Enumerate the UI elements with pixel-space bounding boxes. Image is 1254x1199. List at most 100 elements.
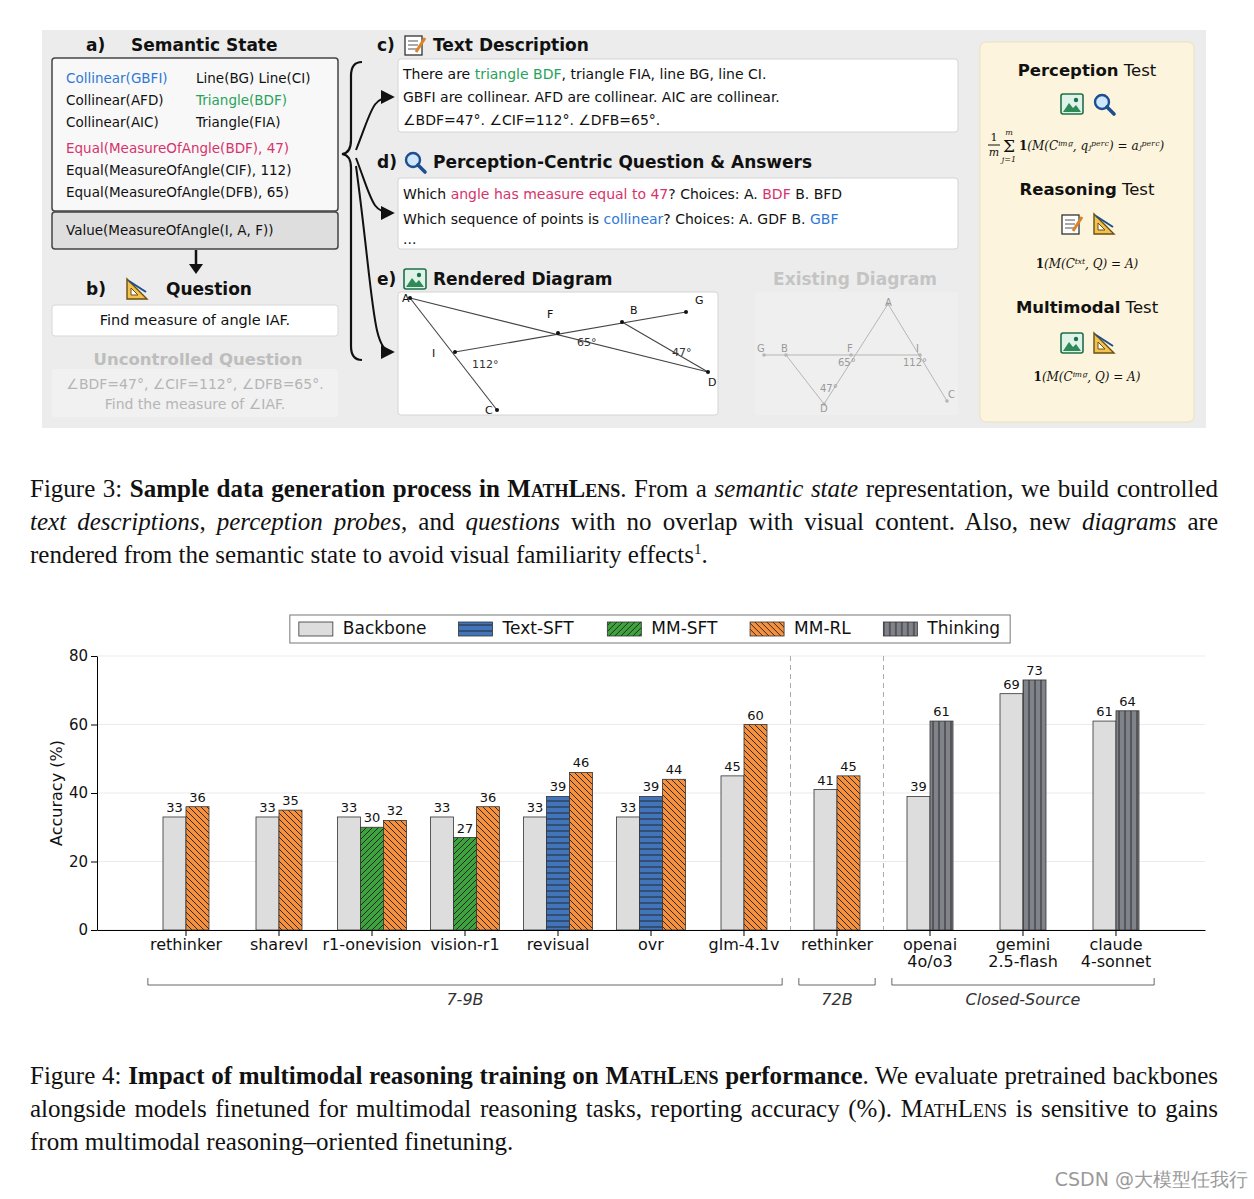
caption-run: semantic state bbox=[714, 475, 858, 502]
segment bbox=[786, 355, 824, 404]
probe-line: ... bbox=[403, 231, 416, 247]
semantic-fact: Triangle(FIA) bbox=[195, 114, 281, 130]
existing-geometry bbox=[762, 302, 949, 406]
page-canvas: a)Semantic StateCollinear(GBFI)Line(BG) … bbox=[0, 0, 1254, 1199]
y-axis: 020406080 bbox=[69, 647, 98, 939]
line bbox=[1107, 107, 1114, 114]
caption-run: 1 bbox=[694, 541, 702, 557]
tick-label: 60 bbox=[69, 716, 88, 734]
path bbox=[131, 288, 138, 295]
segment bbox=[622, 322, 708, 372]
text-run: GBFI are collinear. AFD are collinear. A… bbox=[403, 89, 780, 105]
text-run: Which bbox=[403, 186, 451, 202]
caption-run: Figure 3: bbox=[30, 475, 130, 502]
text-run: Which sequence of points is bbox=[403, 211, 604, 227]
tick-mark bbox=[91, 862, 97, 863]
angle-label: 112° bbox=[903, 357, 927, 368]
icon-note bbox=[1062, 215, 1082, 234]
group-label: 72B bbox=[821, 990, 852, 1009]
rect bbox=[1061, 94, 1083, 114]
line bbox=[408, 45, 418, 46]
tspan: Perception bbox=[1018, 61, 1119, 80]
panel-letter: d) bbox=[377, 152, 397, 172]
chart: 7-9B72BClosed-Source33363335333032332736… bbox=[47, 615, 1206, 1009]
tspan: Multimodal bbox=[1016, 298, 1121, 317]
caption: Figure 4: Impact of multimodal reasoning… bbox=[30, 1059, 1218, 1158]
bar bbox=[570, 772, 593, 930]
segment bbox=[410, 298, 708, 372]
panel-title: Semantic State bbox=[131, 35, 278, 55]
data-label: 33 bbox=[620, 800, 637, 815]
bar bbox=[338, 817, 361, 930]
legend-label: Text-SFT bbox=[502, 618, 575, 638]
data-label: 36 bbox=[189, 790, 206, 805]
tick-label: 40 bbox=[69, 784, 88, 802]
legend-swatch bbox=[299, 622, 333, 636]
bars bbox=[163, 680, 1139, 930]
caption-run: perception probes bbox=[217, 508, 401, 535]
rendered-diagram-box bbox=[398, 292, 718, 415]
line bbox=[1073, 217, 1082, 231]
circle bbox=[1074, 98, 1078, 102]
line bbox=[408, 41, 418, 42]
path bbox=[1098, 342, 1105, 349]
x-axis: rethinkersharevlr1-onevisionvision-r1rev… bbox=[98, 930, 1206, 971]
data-label: 33 bbox=[341, 800, 358, 815]
text-run: ? Choices: A. bbox=[668, 186, 762, 202]
tick: rethinker bbox=[150, 930, 223, 954]
data-label: 35 bbox=[282, 793, 299, 808]
line bbox=[1065, 224, 1075, 225]
tick: r1-onevision bbox=[322, 930, 421, 954]
caption-run: Figure 4: bbox=[30, 1062, 128, 1089]
formula: 1(M(Cⁱᵐᵍ, qⱼᵖᵉʳᶜ) = aⱼᵖᵉʳᶜ) bbox=[1019, 139, 1165, 153]
value-box bbox=[52, 212, 338, 249]
faded-text: Find the measure of ∠IAF. bbox=[105, 396, 286, 412]
tick-label: rethinker bbox=[150, 935, 223, 954]
data-label: 39 bbox=[643, 779, 660, 794]
bar bbox=[663, 779, 686, 930]
semantic-state-box bbox=[52, 58, 338, 211]
point-label: C bbox=[485, 404, 493, 417]
tick: gemini2.5-flash bbox=[988, 930, 1058, 971]
bar bbox=[477, 807, 500, 930]
semantic-fact: Equal(MeasureOfAngle(CIF), 112) bbox=[66, 162, 291, 178]
tick: ovr bbox=[638, 930, 664, 954]
tick-label: vision-r1 bbox=[430, 935, 499, 954]
caption-run: MathLens bbox=[507, 475, 620, 502]
point bbox=[556, 331, 560, 335]
tick: openai4o/o3 bbox=[903, 930, 957, 971]
perception-box bbox=[398, 178, 958, 249]
formula-part: Σ bbox=[1003, 136, 1015, 156]
legend-swatch bbox=[459, 622, 493, 636]
semantic-fact: Triangle(BDF) bbox=[195, 92, 287, 108]
formula-body: (M(Cⁱᵐᵍ, qⱼᵖᵉʳᶜ) = aⱼᵖᵉʳᶜ) bbox=[1027, 139, 1164, 153]
tick-mark bbox=[91, 793, 97, 794]
legend-swatch bbox=[607, 622, 641, 636]
tick: revisual bbox=[527, 930, 590, 954]
text-run: There are bbox=[402, 66, 475, 82]
legend: BackboneText-SFTMM-SFTMM-RLThinking bbox=[290, 615, 1010, 643]
groups: 7-9B72BClosed-Source bbox=[148, 656, 1154, 1009]
tick-label: rethinker bbox=[801, 935, 874, 954]
uncontrolled-box bbox=[52, 369, 338, 417]
data-label: 46 bbox=[573, 755, 590, 770]
point-label: C bbox=[948, 389, 955, 400]
bar bbox=[256, 817, 279, 930]
semantic-fact: Line(BG) Line(CI) bbox=[196, 70, 311, 86]
data-label: 36 bbox=[480, 790, 497, 805]
data-label: 32 bbox=[387, 803, 404, 818]
brace bbox=[342, 62, 362, 360]
icon-magnifier bbox=[1095, 95, 1114, 114]
text-run: ∠BDF=47°. ∠CIF=112°. ∠DFB=65°. bbox=[403, 112, 660, 128]
path bbox=[127, 279, 147, 299]
description-line: ∠BDF=47°. ∠CIF=112°. ∠DFB=65°. bbox=[403, 112, 660, 128]
probe-line: Which sequence of points is collinear? C… bbox=[403, 211, 838, 227]
tick-label: 20 bbox=[69, 853, 88, 871]
tspan: 2.5-flash bbox=[988, 952, 1058, 971]
line bbox=[1065, 220, 1075, 221]
bar bbox=[721, 776, 744, 930]
data-label: 33 bbox=[259, 800, 276, 815]
formula-body: (M(Cⁱᵐᵍ, Q) = A) bbox=[1042, 370, 1141, 384]
arrow bbox=[195, 250, 198, 266]
text-run: , triangle FIA, line BG, line CI. bbox=[562, 66, 767, 82]
